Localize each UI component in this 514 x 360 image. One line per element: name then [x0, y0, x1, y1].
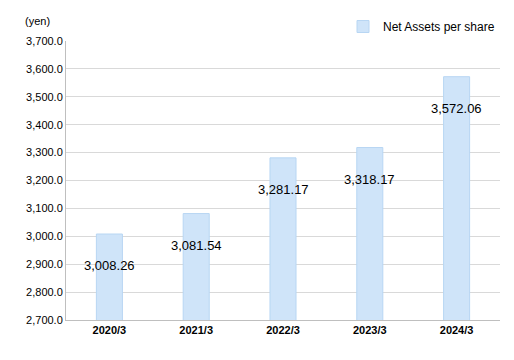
svg-text:(yen): (yen): [25, 15, 50, 27]
svg-text:3,000.0: 3,000.0: [26, 230, 63, 242]
svg-text:3,700.0: 3,700.0: [26, 35, 63, 47]
svg-text:3,318.17: 3,318.17: [344, 172, 395, 187]
svg-text:3,500.0: 3,500.0: [26, 91, 63, 103]
svg-text:2,700.0: 2,700.0: [26, 314, 63, 326]
svg-text:Net Assets per share: Net Assets per share: [383, 20, 495, 34]
svg-text:3,200.0: 3,200.0: [26, 174, 63, 186]
svg-text:3,281.17: 3,281.17: [258, 182, 309, 197]
svg-text:3,600.0: 3,600.0: [26, 63, 63, 75]
svg-text:2023/3: 2023/3: [353, 324, 387, 336]
svg-text:3,400.0: 3,400.0: [26, 119, 63, 131]
svg-text:3,572.06: 3,572.06: [431, 101, 482, 116]
svg-text:2020/3: 2020/3: [93, 324, 127, 336]
svg-text:3,300.0: 3,300.0: [26, 146, 63, 158]
svg-text:2,800.0: 2,800.0: [26, 286, 63, 298]
svg-text:2,900.0: 2,900.0: [26, 258, 63, 270]
svg-text:3,081.54: 3,081.54: [171, 238, 222, 253]
svg-text:2024/3: 2024/3: [440, 324, 474, 336]
svg-text:2021/3: 2021/3: [179, 324, 213, 336]
svg-text:3,100.0: 3,100.0: [26, 202, 63, 214]
svg-text:3,008.26: 3,008.26: [84, 258, 135, 273]
svg-text:2022/3: 2022/3: [266, 324, 300, 336]
